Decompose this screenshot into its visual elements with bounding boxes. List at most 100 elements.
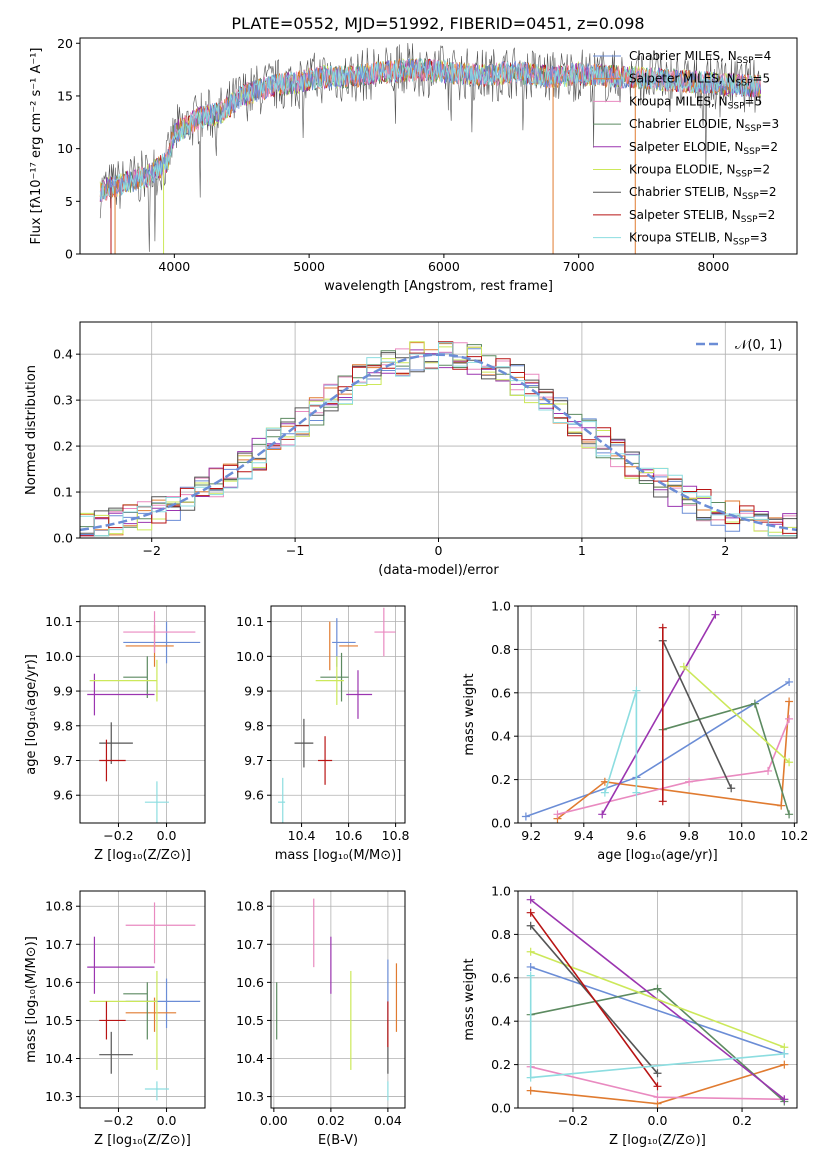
mass_age-plot-area xyxy=(278,607,396,823)
z_age-ytick-label: 9.8 xyxy=(53,718,73,733)
sfh-marker-chabrier_stelib xyxy=(727,784,736,793)
z_weight-xtick-label: 0.0 xyxy=(648,1113,668,1128)
z_weight-ytick-label: 0.0 xyxy=(491,1101,511,1116)
ebv_mass-panel: 0.00 0.02 0.04 10.3 10.4 10.5 10.6 10.7 10.8 E(B-… xyxy=(236,890,406,1148)
z_mass-xlabel: Z [log₁₀(Z/Z⊙)] xyxy=(94,1133,191,1148)
mass_age-ytick-label: 9.9 xyxy=(244,684,264,699)
residuals-ytick-label: 0.0 xyxy=(53,531,73,546)
z_mass-ytick-label: 10.8 xyxy=(45,899,73,914)
z_weight-ylabel: mass weight xyxy=(462,958,477,1040)
age_weight-xlabel: age [log₁₀(age/yr)] xyxy=(597,848,718,863)
legend-label-chabrier_miles: Chabrier MILES, NSSP=4 xyxy=(629,49,771,66)
age_weight-axes-box xyxy=(517,605,798,824)
age_weight-ytick-label: 0.2 xyxy=(491,772,511,787)
sfh-marker-salpeter_miles xyxy=(526,1086,535,1095)
sfh-marker-kroupa_elodie xyxy=(526,947,535,956)
sfh-line-chabrier_stelib xyxy=(662,640,732,789)
mass_age-xlabel: mass [log₁₀(M/M⊙)] xyxy=(275,848,402,863)
sfh-line-salpeter_elodie xyxy=(601,614,717,815)
age_weight-xtick-label: 9.2 xyxy=(521,828,541,843)
z_weight-ytick-label: 0.6 xyxy=(491,970,511,985)
sfh-marker-salpeter_stelib xyxy=(658,797,667,806)
age_weight-plot-area xyxy=(521,610,794,823)
mass_age-axes-box xyxy=(270,605,406,824)
spectrum-ytick-label: 0 xyxy=(65,247,73,262)
ebv_mass-ytick-label: 10.4 xyxy=(236,1051,264,1066)
spectrum-legend: Chabrier MILES, NSSP=4 Salpeter MILES, NS… xyxy=(593,49,779,248)
ebv_mass-axes-box xyxy=(270,890,406,1109)
sfh-marker-salpeter_stelib xyxy=(653,1082,662,1091)
age_weight-xtick-label: 9.4 xyxy=(574,828,594,843)
sfh-marker-salpeter_elodie xyxy=(711,610,720,619)
z_weight-plot-area xyxy=(526,895,789,1108)
spectrum-xtick-label: 7000 xyxy=(563,259,595,274)
z_age-ytick-label: 10.0 xyxy=(45,649,73,664)
residuals-frame: −2 −1 0 1 2 0.0 0.1 0.2 0.3 0.4 (data-model)/error… xyxy=(24,321,798,578)
residuals-xtick-label: 1 xyxy=(578,543,586,558)
z_age-xtick-label: −0.2 xyxy=(103,828,133,843)
z_weight-xlabel: Z [log₁₀(Z/Z⊙)] xyxy=(609,1133,706,1148)
z_age-axes-box xyxy=(79,605,206,824)
sfh-marker-kroupa_stelib xyxy=(780,1049,789,1058)
sfh-marker-kroupa_stelib xyxy=(600,788,609,797)
spectrum-ytick-label: 15 xyxy=(57,88,73,103)
spectrum-xtick-label: 5000 xyxy=(293,259,325,274)
z_age-panel: −0.2 0.0 9.6 9.7 9.8 9.9 10.0 10.1 Z [log₁₀(Z/Z⊙… xyxy=(24,605,206,863)
residuals-ytick-label: 0.1 xyxy=(53,485,73,500)
sfh-marker-kroupa_stelib xyxy=(632,686,641,695)
sfh-marker-chabrier_stelib xyxy=(653,1069,662,1078)
sfh-marker-salpeter_stelib xyxy=(658,623,667,632)
spectrum-ytick-label: 20 xyxy=(57,36,73,51)
ebv_mass-ytick-label: 10.7 xyxy=(236,937,264,952)
sfh-marker-chabrier_miles xyxy=(521,812,530,821)
age_weight-ytick-label: 1.0 xyxy=(491,599,511,614)
legend-label-kroupa_elodie: Kroupa ELODIE, NSSP=2 xyxy=(629,163,770,180)
age_weight-ytick-label: 0.8 xyxy=(491,642,511,657)
residuals-xtick-label: 0 xyxy=(435,543,443,558)
z_mass-plot-area xyxy=(87,902,201,1101)
z_age-ylabel: age [log₁₀(age/yr)] xyxy=(24,654,39,775)
z_weight-ytick-label: 1.0 xyxy=(491,884,511,899)
age_weight-xtick-label: 10.2 xyxy=(780,828,808,843)
age_weight-ytick-label: 0.6 xyxy=(491,685,511,700)
age_weight-xtick-label: 9.8 xyxy=(679,828,699,843)
sfh-marker-chabrier_elodie xyxy=(653,984,662,993)
gaussian-curve xyxy=(80,353,797,532)
mass_age-frame: 10.4 10.6 10.8 9.6 9.7 9.8 9.9 10.0 10.1 mass [lo… xyxy=(236,605,410,863)
mass_age-xtick-label: 10.8 xyxy=(382,828,410,843)
ebv_mass-ytick-label: 10.8 xyxy=(236,899,264,914)
sfh-marker-salpeter_miles xyxy=(785,697,794,706)
ebv_mass-frame: 0.00 0.02 0.04 10.3 10.4 10.5 10.6 10.7 10.8 E(B-… xyxy=(236,890,406,1148)
residuals-ylabel: Normed distribution xyxy=(24,365,39,495)
legend-label-chabrier_elodie: Chabrier ELODIE, NSSP=3 xyxy=(629,117,779,134)
ebv_mass-xtick-label: 0.04 xyxy=(374,1113,402,1128)
sfh-line-salpeter_miles xyxy=(557,701,790,820)
mass_age-ytick-label: 9.8 xyxy=(244,718,264,733)
legend-label-salpeter_stelib: Salpeter STELIB, NSSP=2 xyxy=(629,208,775,225)
sfh-marker-kroupa_miles xyxy=(685,777,694,786)
ebv_mass-xtick-label: 0.02 xyxy=(317,1113,345,1128)
spectrum-plot-area xyxy=(99,42,761,254)
age_weight-ytick-label: 0.4 xyxy=(491,729,511,744)
z_weight-ytick-label: 0.8 xyxy=(491,927,511,942)
sfh-marker-salpeter_elodie xyxy=(780,1095,789,1104)
z_mass-frame: −0.2 0.0 10.3 10.4 10.5 10.6 10.7 10.8 Z [log₁₀(… xyxy=(24,890,206,1148)
mass_age-ytick-label: 10.1 xyxy=(236,614,264,629)
spectrum-xtick-label: 8000 xyxy=(698,259,730,274)
sfh-marker-chabrier_elodie xyxy=(750,699,759,708)
z_mass-xtick-label: 0.0 xyxy=(157,1113,177,1128)
z_mass-axes-box xyxy=(79,890,206,1109)
sfh-marker-salpeter_stelib xyxy=(526,908,535,917)
z_age-plot-area xyxy=(87,611,201,823)
spectrum-panel: 4000 5000 6000 7000 8000 0 5 10 15 20 wavelength [… xyxy=(29,36,798,294)
spectrum-frame: 4000 5000 6000 7000 8000 0 5 10 15 20 wavelength [… xyxy=(29,36,798,294)
mass_age-xtick-label: 10.6 xyxy=(335,828,363,843)
sfh-marker-kroupa_stelib xyxy=(632,788,641,797)
z_mass-panel: −0.2 0.0 10.3 10.4 10.5 10.6 10.7 10.8 Z [log₁₀(… xyxy=(24,890,206,1148)
sfh-marker-kroupa_elodie xyxy=(785,758,794,767)
residuals-ytick-label: 0.3 xyxy=(53,393,73,408)
sfh-marker-chabrier_miles xyxy=(526,962,535,971)
legend-label-chabrier_stelib: Chabrier STELIB, NSSP=2 xyxy=(629,185,777,202)
